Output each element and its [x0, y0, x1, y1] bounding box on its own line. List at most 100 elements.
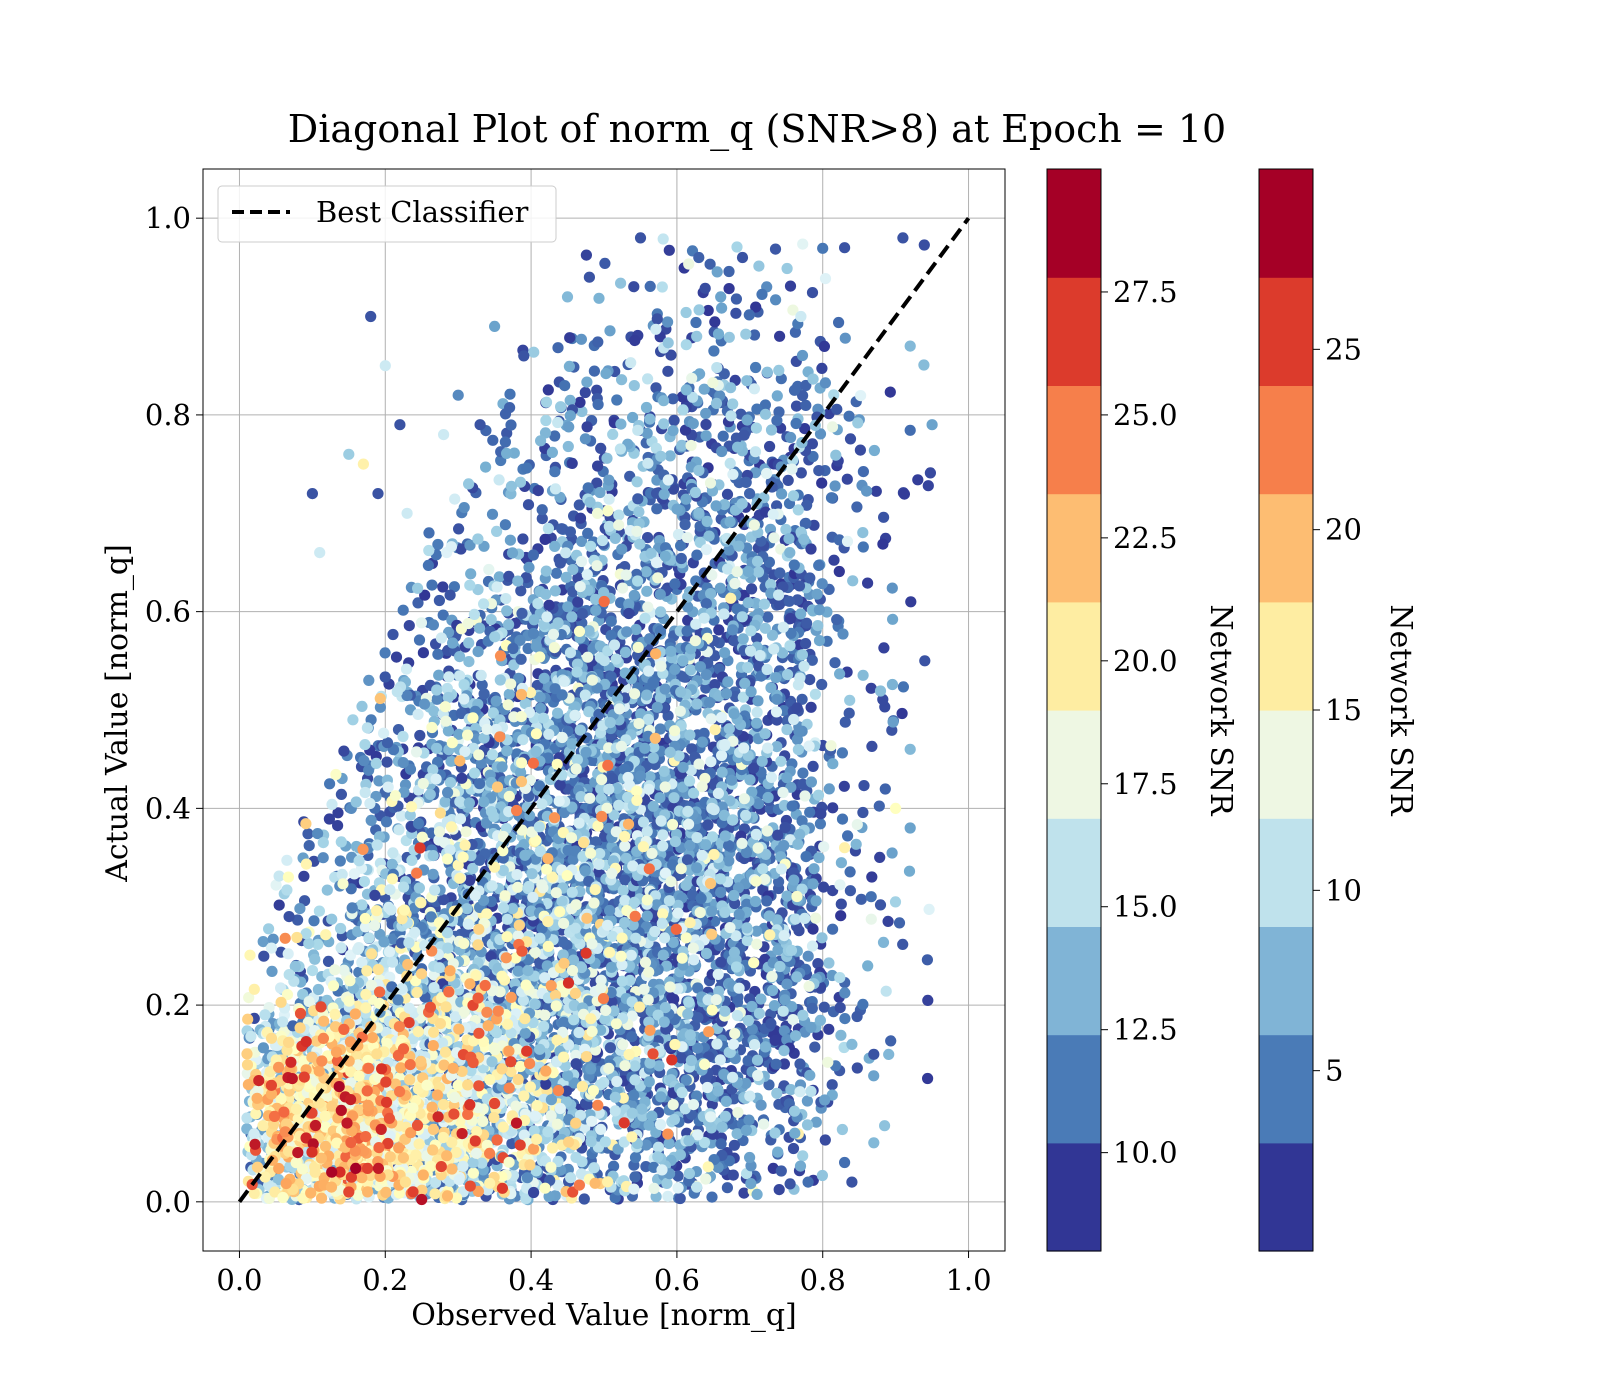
scatter-point [835, 857, 848, 869]
scatter-point [808, 863, 820, 875]
scatter-point [499, 436, 511, 448]
scatter-point [750, 361, 762, 374]
scatter-point [630, 623, 642, 636]
scatter-point [835, 898, 847, 910]
scatter-point [554, 557, 566, 569]
scatter-point [839, 332, 851, 344]
chart-title: Diagonal Plot of norm_q (SNR>8) at Epoch… [288, 107, 1226, 152]
scatter-point [588, 365, 601, 377]
scatter-point [667, 393, 679, 405]
scatter-point [400, 663, 413, 675]
scatter-point [281, 884, 293, 896]
scatter-point [801, 499, 813, 511]
scatter-point [843, 707, 855, 719]
scatter-point [580, 249, 593, 261]
scatter-point [812, 958, 824, 970]
scatter-point [801, 617, 813, 629]
scatter-point [266, 965, 278, 978]
scatter-point [686, 743, 698, 755]
scatter-point [699, 282, 711, 294]
scatter-point [702, 819, 714, 831]
scatter-point [826, 1079, 838, 1091]
scatter-point [604, 325, 616, 337]
scatter-point [651, 313, 663, 325]
scatter-point [298, 870, 310, 882]
scatter-point [550, 567, 563, 579]
scatter-point [731, 603, 743, 615]
scatter-point [775, 1165, 787, 1177]
scatter-point [807, 923, 819, 935]
scatter-point [873, 800, 885, 812]
scatter-point [851, 501, 863, 513]
scatter-point [835, 910, 847, 922]
scatter-point [445, 755, 457, 767]
scatter-point [628, 1089, 640, 1101]
scatter-point [616, 543, 628, 555]
scatter-point [841, 473, 853, 485]
scatter-point [501, 427, 513, 439]
scatter-point [874, 851, 886, 864]
scatter-point [769, 1034, 781, 1046]
scatter-point [874, 899, 887, 911]
scatter-point [667, 483, 680, 495]
scatter-point [381, 756, 393, 768]
scatter-point [805, 543, 817, 555]
scatter-point [453, 523, 465, 535]
scatter-point [818, 1001, 830, 1013]
scatter-point [594, 486, 606, 499]
scatter-point [326, 913, 338, 925]
scatter-point [773, 1184, 785, 1196]
scatter-point [897, 938, 909, 951]
scatter-point [703, 530, 715, 542]
scatter-point [797, 390, 809, 402]
scatter-point [746, 583, 758, 595]
scatter-point [797, 767, 809, 779]
scatter-point [528, 614, 540, 626]
scatter-point [809, 1041, 821, 1053]
scatter-point [723, 331, 735, 343]
scatter-point [419, 589, 431, 601]
scatter-point [800, 379, 812, 392]
scatter-point [397, 604, 409, 616]
scatter-point [862, 577, 874, 589]
scatter-point [628, 281, 640, 293]
scatter-point [815, 808, 827, 820]
scatter-point [718, 368, 730, 380]
scatter-point [804, 674, 816, 686]
scatter-point [839, 1013, 851, 1025]
scatter-point [257, 936, 269, 948]
scatter-point [493, 571, 505, 583]
scatter-point [426, 579, 438, 591]
scatter-point [834, 1002, 846, 1014]
scatter-point [330, 768, 342, 781]
scatter-point [629, 1171, 641, 1183]
scatter-point [306, 965, 319, 977]
scatter-point [326, 798, 338, 811]
scatter-point [539, 533, 551, 546]
scatter-point [313, 905, 325, 917]
scatter-point [542, 384, 554, 396]
scatter-point [404, 763, 417, 775]
scatter-point [640, 566, 652, 578]
scatter-point [581, 376, 593, 388]
scatter-point [332, 820, 344, 832]
scatter-point [807, 760, 819, 773]
scatter-point [836, 747, 849, 759]
scatter-point [772, 944, 784, 956]
scatter-point [823, 1023, 835, 1035]
scatter-point [535, 435, 547, 447]
scatter-point [566, 457, 578, 469]
scatter-point [857, 998, 869, 1011]
scatter-point [819, 1134, 831, 1146]
scatter-point [415, 617, 428, 629]
scatter-point [816, 678, 828, 691]
scatter-point [668, 414, 680, 426]
scatter-point [886, 724, 898, 736]
scatter-point [715, 1138, 727, 1150]
scatter-point [432, 538, 444, 551]
scatter-point [308, 915, 320, 927]
scatter-point [816, 362, 828, 374]
scatter-point [432, 648, 444, 660]
scatter-point [591, 384, 603, 396]
